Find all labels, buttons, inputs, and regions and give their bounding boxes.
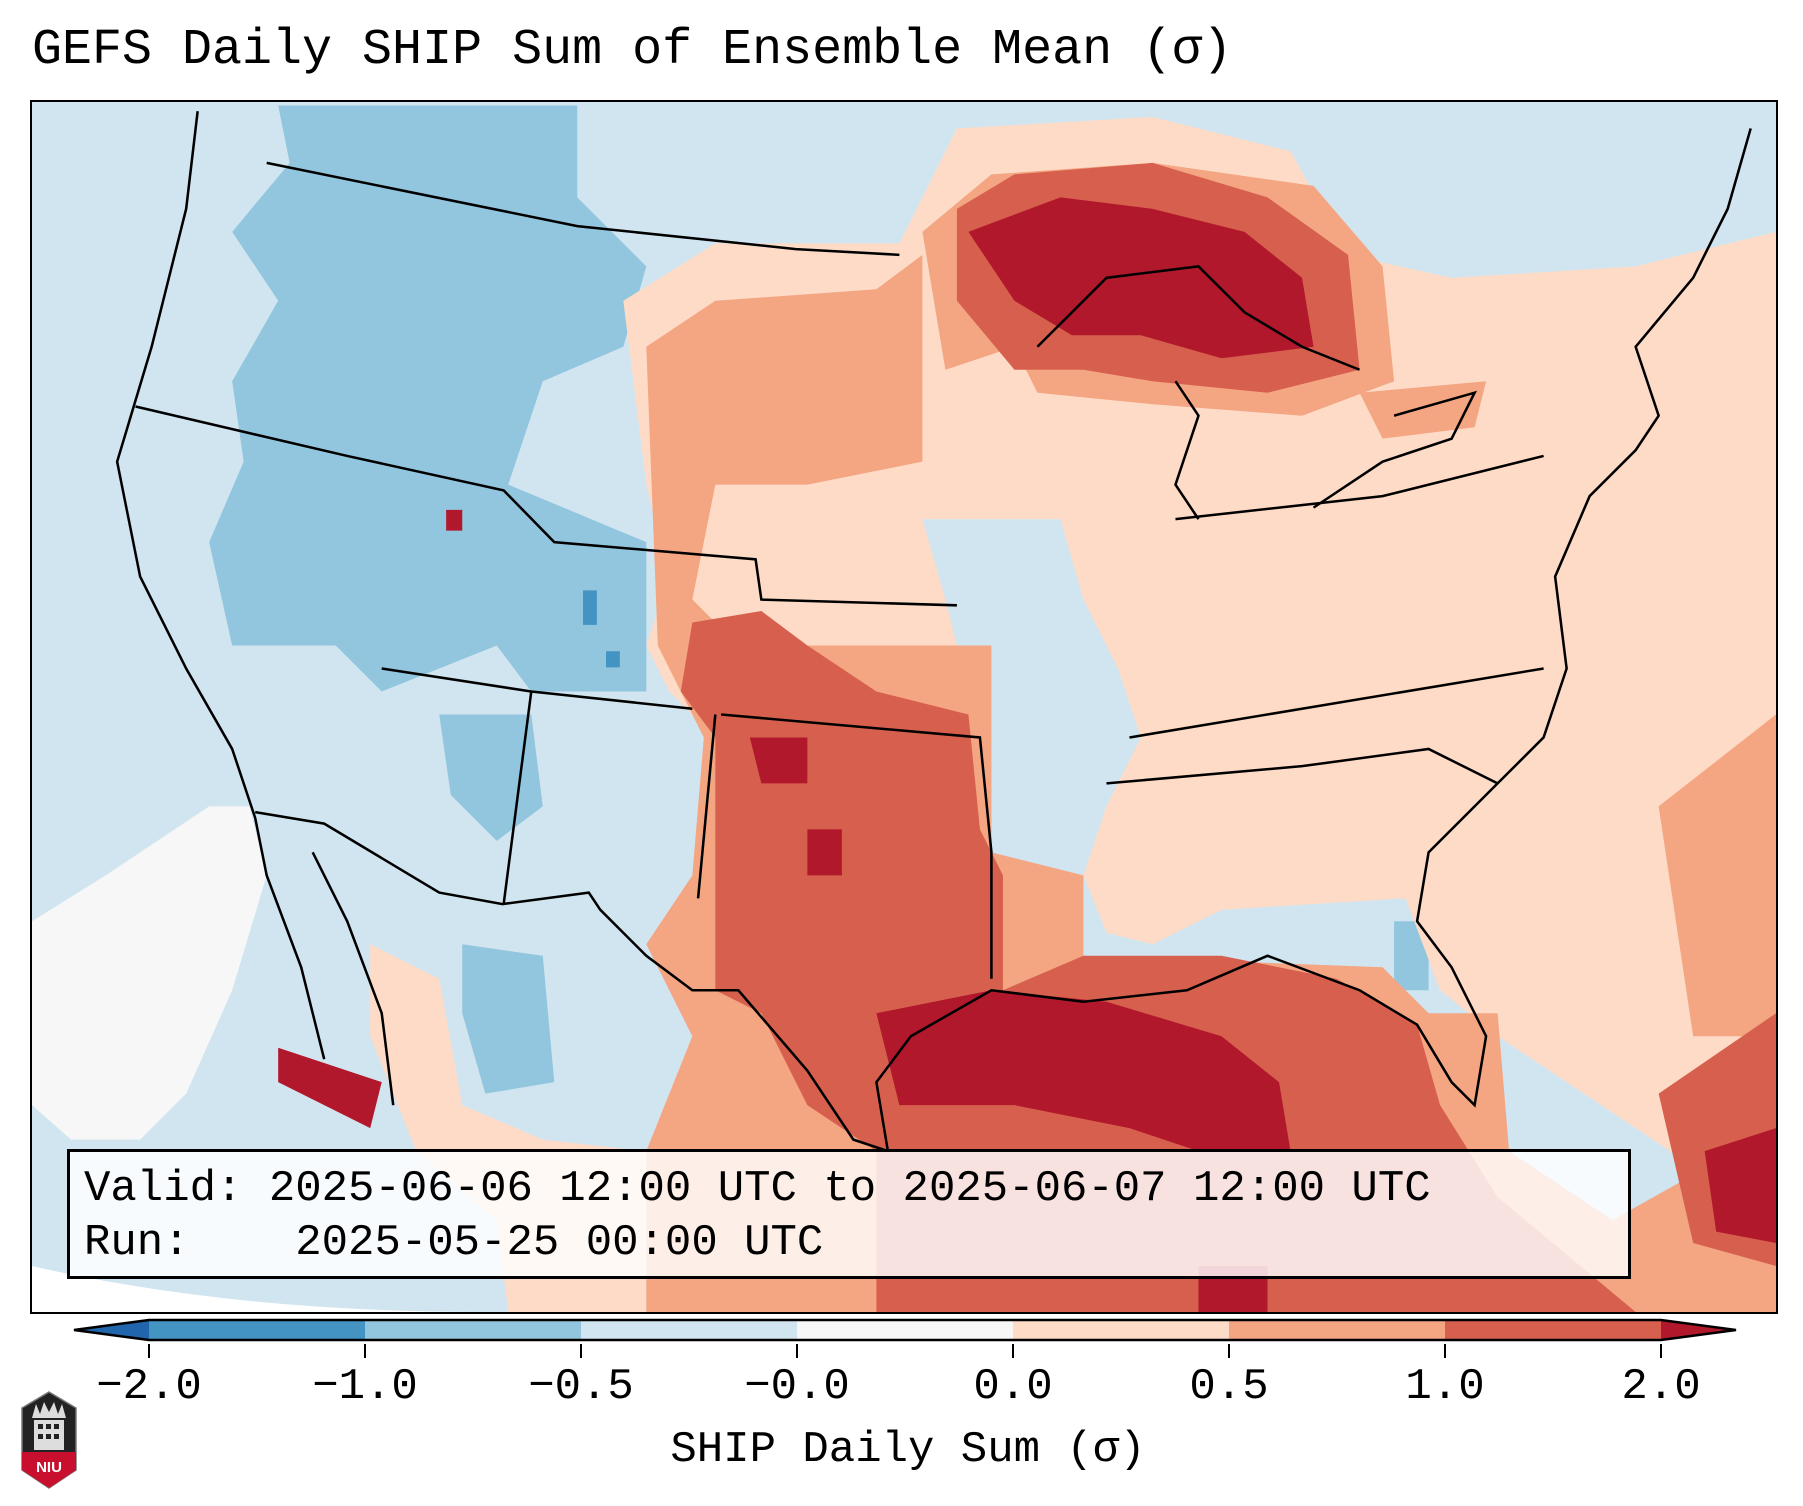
colorbar-tick [796, 1344, 798, 1358]
colorbar-tick [1228, 1344, 1230, 1358]
colorbar-tick [1012, 1344, 1014, 1358]
niu-logo: NIU [21, 1391, 77, 1489]
colorbar-tick-label: −1.0 [312, 1362, 418, 1412]
coastlines-and-borders [115, 111, 1752, 1153]
colorbar [73, 1318, 1737, 1342]
run-label: Run: [84, 1218, 190, 1268]
colorbar-extend-low [74, 1320, 149, 1340]
colorbar-label: SHIP Daily Sum (σ) [670, 1425, 1146, 1475]
colorbar-segment [581, 1320, 797, 1340]
colorbar-segment [149, 1320, 365, 1340]
valid-time-box: Valid: 2025-06-06 12:00 UTC to 2025-06-0… [67, 1149, 1631, 1279]
colorbar-tick-label: 0.5 [1189, 1362, 1269, 1412]
extreme-positive-region [876, 990, 1291, 1312]
valid-value: 2025-06-06 12:00 UTC to 2025-06-07 12:00… [268, 1164, 1431, 1214]
colorbar-segment [797, 1320, 1013, 1340]
colorbar-tick-label: 1.0 [1405, 1362, 1485, 1412]
colorbar-tick [364, 1344, 366, 1358]
colorbar-extend-high [1661, 1320, 1736, 1340]
valid-label: Valid: [84, 1164, 243, 1214]
map-panel [30, 100, 1778, 1314]
colorbar-tick [580, 1344, 582, 1358]
map-title: GEFS Daily SHIP Sum of Ensemble Mean (σ) [32, 22, 1233, 79]
colorbar-tick [148, 1344, 150, 1358]
colorbar-segment [1229, 1320, 1445, 1340]
colorbar-tick-label: 0.0 [973, 1362, 1053, 1412]
svg-text:NIU: NIU [36, 1459, 62, 1476]
colorbar-tick-label: −0.0 [744, 1362, 850, 1412]
high-positive-region [680, 611, 1636, 1312]
colorbar-outline [73, 1318, 1737, 1342]
colorbar-segment [365, 1320, 581, 1340]
colorbar-segment [1445, 1320, 1661, 1340]
colorbar-tick-label: 2.0 [1621, 1362, 1701, 1412]
colorbar-tick-label: −2.0 [96, 1362, 202, 1412]
outside-projection [32, 1266, 1776, 1312]
ship-field-map [32, 105, 1776, 1312]
colorbar-segment [1013, 1320, 1229, 1340]
colorbar-tick [1444, 1344, 1446, 1358]
colorbar-tick-label: −0.5 [528, 1362, 634, 1412]
moderate-positive-region [922, 162, 1776, 1037]
run-value: 2025-05-25 00:00 UTC [295, 1218, 824, 1268]
near-zero-region [32, 806, 267, 1140]
colorbar-tick [1660, 1344, 1662, 1358]
negative-region [209, 105, 647, 692]
